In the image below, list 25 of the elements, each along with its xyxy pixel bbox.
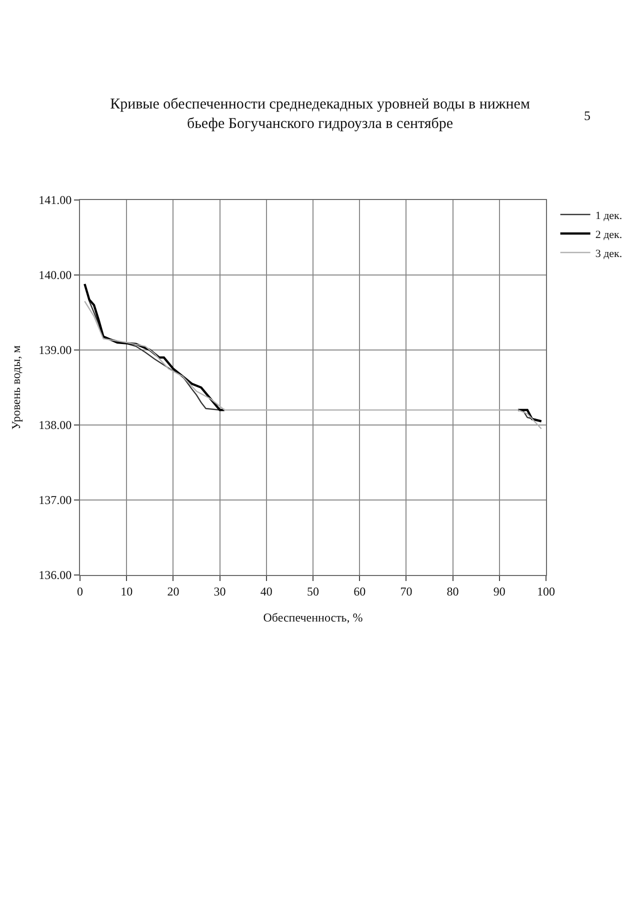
legend-label: 1 дек. bbox=[595, 210, 622, 222]
x-tick-label: 50 bbox=[307, 584, 319, 598]
y-tick-label: 141.00 bbox=[38, 193, 72, 208]
x-tick-label: 70 bbox=[400, 584, 412, 598]
text: 5 bbox=[584, 108, 590, 123]
x-tick-label: 40 bbox=[260, 584, 272, 598]
legend-label: 3 дек. bbox=[595, 248, 622, 260]
x-axis-title: Обеспеченность, % bbox=[263, 610, 363, 624]
x-tick-label: 10 bbox=[120, 584, 133, 598]
line-series bbox=[84, 300, 542, 430]
y-tick-label: 138.00 bbox=[38, 418, 72, 432]
y-axis-title: Уровень воды, м bbox=[8, 344, 23, 430]
x-tick-label: 20 bbox=[167, 584, 180, 598]
y-tick-label: 139.00 bbox=[38, 343, 72, 358]
y-tick-label: 137.00 bbox=[38, 493, 72, 508]
x-tick-label: 90 bbox=[493, 584, 506, 598]
x-tick-label: 0 bbox=[77, 584, 83, 598]
x-tick-label: 60 bbox=[354, 584, 366, 598]
x-tick-label: 30 bbox=[214, 584, 226, 598]
y-tick-label: 140.00 bbox=[38, 268, 72, 282]
chart-title: Кривые обеспеченности среднедекадных уровней воды в нижнем бьефе Богучанского гидроузла в сентябре bbox=[110, 96, 530, 132]
y-tick-label: 136.00 bbox=[38, 568, 72, 582]
x-tick-label: 100 bbox=[537, 584, 555, 598]
legend-label: 2 дек. bbox=[595, 228, 622, 241]
x-tick-label: 80 bbox=[446, 584, 459, 598]
